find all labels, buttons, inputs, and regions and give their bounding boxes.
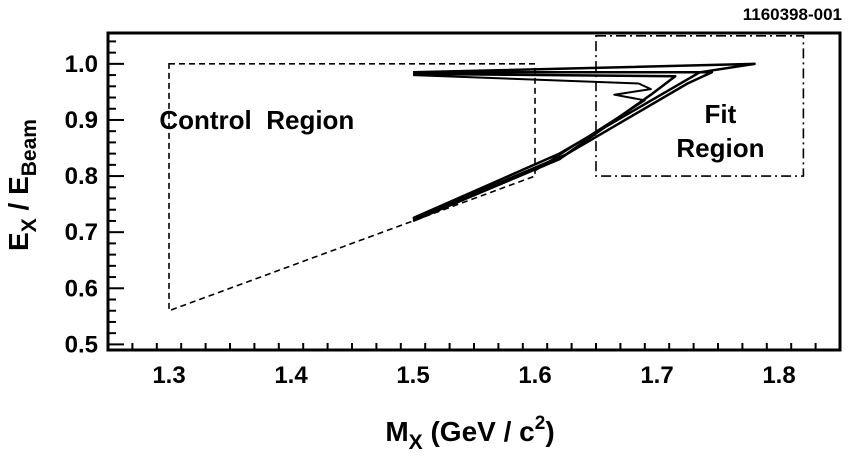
x-tick-label: 1.4 <box>274 362 308 389</box>
kinematic-curve-2 <box>412 71 714 221</box>
y-tick-label: 0.9 <box>65 107 98 134</box>
fit-region-label-line1: Fit <box>705 99 737 129</box>
fit-region-outline <box>595 35 805 177</box>
control-region-label: Control Region <box>159 105 354 135</box>
x-axis-title: MX (GeV / c2) <box>385 413 554 454</box>
x-tick-label: 1.7 <box>640 362 673 389</box>
fit-region-label-line2: Region <box>676 133 764 163</box>
x-tick-label: 1.3 <box>152 362 185 389</box>
kinematic-curve-4 <box>412 74 652 172</box>
y-tick-label: 0.6 <box>65 275 98 302</box>
y-tick-label: 0.5 <box>65 331 98 358</box>
x-tick-label: 1.5 <box>396 362 429 389</box>
x-tick-label: 1.6 <box>518 362 551 389</box>
y-tick-label: 1.0 <box>65 51 98 78</box>
x-axis: 1.3 1.4 1.5 1.6 1.7 1.8 <box>107 343 841 389</box>
x-tick-label: 1.8 <box>762 362 795 389</box>
y-axis-title: EX / EBeam <box>3 119 41 251</box>
figure-id: 1160398-001 <box>743 5 842 24</box>
y-tick-label: 0.7 <box>65 219 98 246</box>
plot-area: Control Region Fit Region <box>106 31 842 352</box>
y-axis: 0.5 0.6 0.7 0.8 0.9 1.0 <box>65 40 124 358</box>
control-region-outline <box>168 63 536 312</box>
kinematic-curve-3 <box>412 72 677 223</box>
y-tick-label: 0.8 <box>65 163 98 190</box>
